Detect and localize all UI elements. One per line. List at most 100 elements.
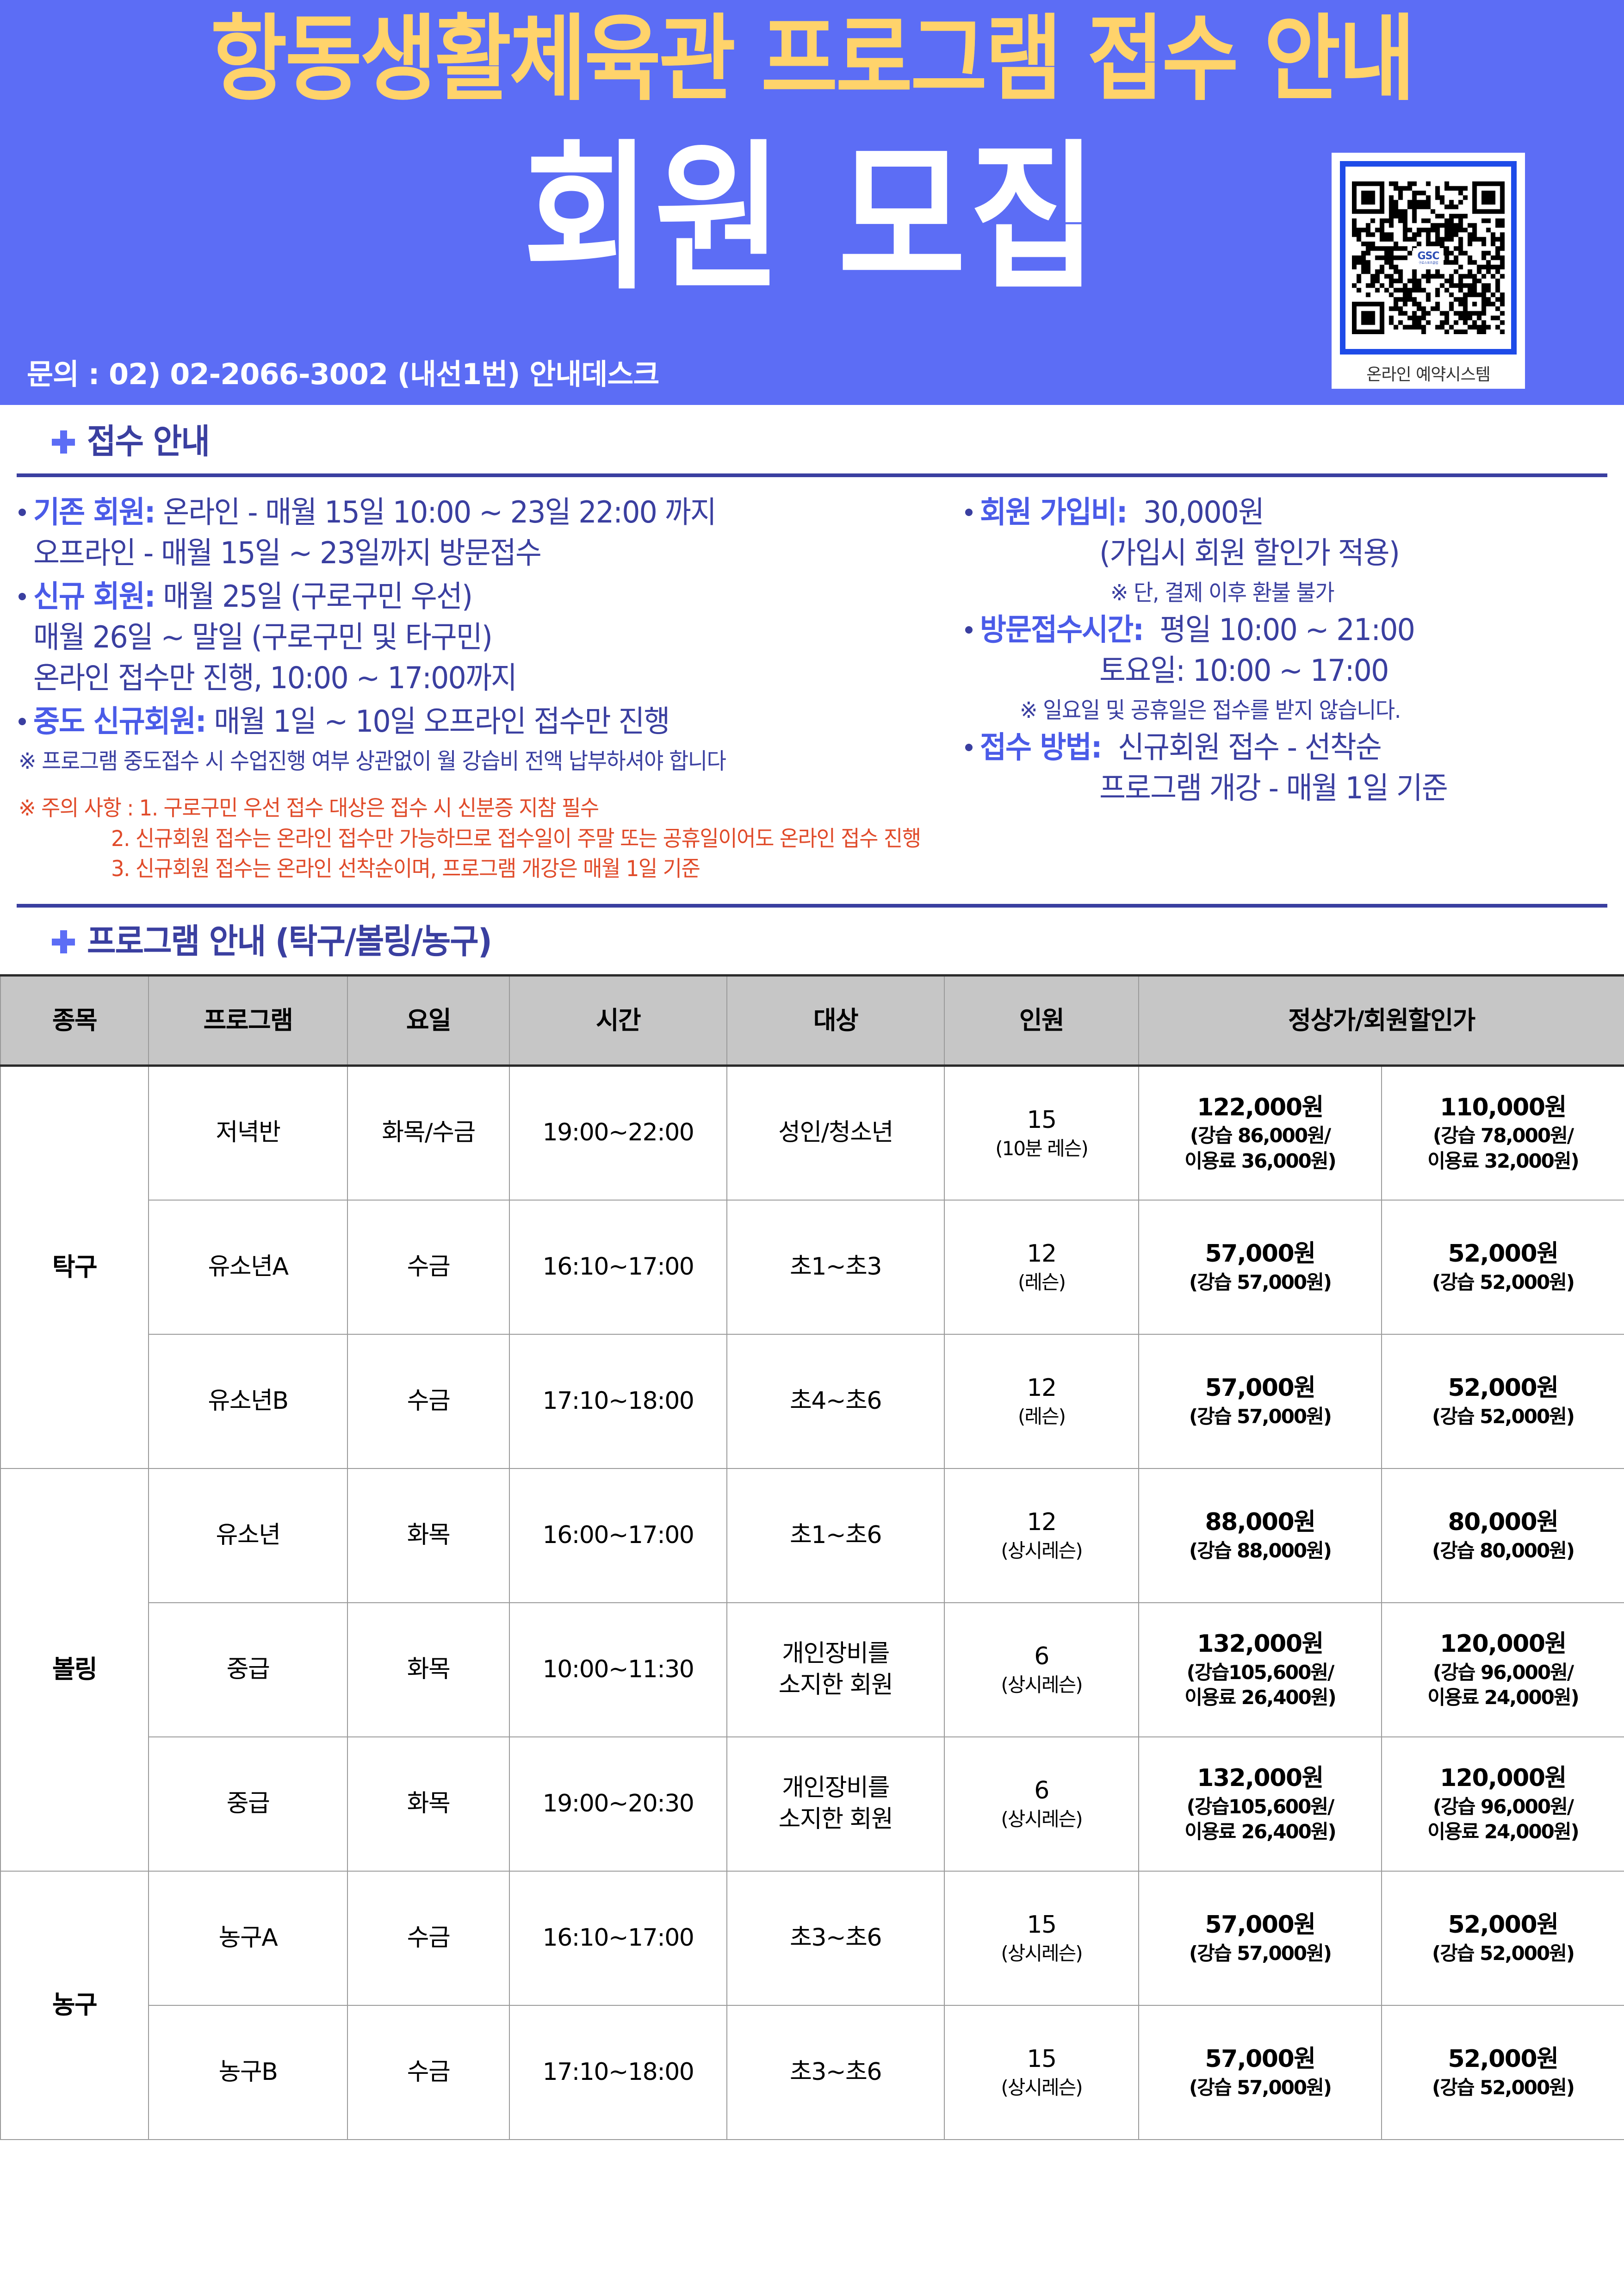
method-label: 접수 방법: bbox=[980, 729, 1103, 765]
cell-price-normal: 57,000원 (강습 57,000원) bbox=[1138, 1333, 1382, 1469]
warning-line-2: 2. 신규회원 접수는 온라인 접수만 가능하므로 접수일이 주말 또는 공휴일… bbox=[111, 825, 921, 851]
midterm-member-line-1: 매월 1일 ~ 10일 오프라인 접수만 진행 bbox=[214, 703, 670, 739]
cell-time: 19:00~20:30 bbox=[509, 1736, 727, 1872]
cell-day: 화목 bbox=[347, 1468, 510, 1603]
cell-capacity: 12 (상시레슨) bbox=[944, 1468, 1139, 1603]
cell-program: 유소년A bbox=[148, 1199, 348, 1335]
visit-hours-saturday: 토요일: 10:00 ~ 17:00 bbox=[1099, 653, 1389, 688]
membership-fee-label: 회원 가입비: bbox=[980, 494, 1128, 530]
membership-refund-note: ※ 단, 결제 이후 환불 불가 bbox=[1110, 579, 1335, 606]
qr-frame: GSC 구로스포츠클럽 bbox=[1340, 161, 1517, 355]
cell-capacity: 12 (레슨) bbox=[944, 1199, 1139, 1335]
reception-item-new-member: 신규 회원: 매월 25일 (구로구민 우선) 매월 26일 ~ 말일 (구로구… bbox=[19, 576, 944, 698]
col-header-price: 정상가/회원할인가 bbox=[1138, 974, 1624, 1067]
bullet-icon bbox=[19, 509, 26, 516]
cell-price-member: 52,000원 (강습 52,000원) bbox=[1381, 2004, 1624, 2140]
table-row: 중급 화목 10:00~11:30 개인장비를 소지한 회원 6 (상시레슨) 132,000… bbox=[0, 1602, 1624, 1737]
cell-day: 수금 bbox=[347, 2004, 510, 2140]
warning-line-1: ※ 주의 사항 : 1. 구로구민 우선 접수 대상은 접수 시 신분증 지참 … bbox=[19, 795, 599, 821]
cell-program: 농구A bbox=[148, 1870, 348, 2006]
cell-capacity: 15 (상시레슨) bbox=[944, 1870, 1139, 2006]
warning-block: ※ 주의 사항 : 1. 구로구민 우선 접수 대상은 접수 시 신분증 지참 … bbox=[19, 793, 944, 884]
cell-time: 10:00~11:30 bbox=[509, 1602, 727, 1737]
divider-bottom bbox=[17, 904, 1607, 908]
cell-price-normal: 57,000원 (강습 57,000원) bbox=[1138, 1199, 1382, 1335]
contact-line: 문의 : 02) 02-2066-3002 (내선1번) 안내데스크 bbox=[27, 357, 659, 391]
program-table-head: 종목 프로그램 요일 시간 대상 인원 정상가/회원할인가 bbox=[0, 974, 1624, 1067]
divider-top bbox=[17, 473, 1607, 477]
new-member-line-3: 온라인 접수만 진행, 10:00 ~ 17:00까지 bbox=[33, 660, 517, 696]
cell-capacity: 15 (10분 레슨) bbox=[944, 1065, 1139, 1201]
cell-price-normal: 57,000원 (강습 57,000원) bbox=[1138, 1870, 1382, 2006]
warning-line-3: 3. 신규회원 접수는 온라인 선착순이며, 프로그램 개강은 매월 1일 기준 bbox=[111, 855, 700, 882]
cell-program: 유소년 bbox=[148, 1468, 348, 1603]
reception-left-column: 기존 회원: 온라인 - 매월 15일 10:00 ~ 23일 22:00 까지… bbox=[19, 489, 944, 884]
cell-price-member: 110,000원 (강습 78,000원/이용료 32,000원) bbox=[1381, 1065, 1624, 1201]
cell-sport: 농구 bbox=[0, 1870, 149, 2140]
reception-section: 접수 안내 기존 회원: 온라인 - 매월 15일 10:00 ~ 23일 22… bbox=[0, 422, 1624, 908]
cell-price-normal: 132,000원 (강습105,600원/이용료 26,400원) bbox=[1138, 1736, 1382, 1872]
bullet-icon bbox=[965, 744, 973, 752]
visit-hours-weekday: 평일 10:00 ~ 21:00 bbox=[1159, 612, 1415, 647]
col-header-day: 요일 bbox=[347, 974, 510, 1067]
reception-item-method: 접수 방법: 신규회원 접수 - 선착순 프로그램 개강 - 매월 1일 기준 bbox=[965, 727, 1605, 809]
program-heading-label: 프로그램 안내 (탁구/볼링/농구) bbox=[87, 921, 492, 962]
cell-capacity: 15 (상시레슨) bbox=[944, 2004, 1139, 2140]
table-row: 탁구 저녁반 화목/수금 19:00~22:00 성인/청소년 15 (10분 레슨) 122… bbox=[0, 1065, 1624, 1469]
new-member-label: 신규 회원: bbox=[33, 579, 156, 614]
cell-price-member: 120,000원 (강습 96,000원/이용료 24,000원) bbox=[1381, 1602, 1624, 1737]
cell-price-member: 52,000원 (강습 52,000원) bbox=[1381, 1333, 1624, 1469]
cell-day: 화목 bbox=[347, 1736, 510, 1872]
cell-price-normal: 122,000원 (강습 86,000원/이용료 36,000원) bbox=[1138, 1065, 1382, 1201]
midterm-payment-note: ※ 프로그램 중도접수 시 수업진행 여부 상관없이 월 강습비 전액 납부하셔… bbox=[19, 747, 726, 774]
cell-sport: 볼링 bbox=[0, 1468, 149, 1872]
cell-price-normal: 132,000원 (강습105,600원/이용료 26,400원) bbox=[1138, 1602, 1382, 1737]
plus-icon bbox=[52, 930, 75, 954]
qr-panel[interactable]: GSC 구로스포츠클럽 온라인 예약시스템 bbox=[1332, 153, 1525, 389]
reception-item-midterm-member: 중도 신규회원: 매월 1일 ~ 10일 오프라인 접수만 진행 bbox=[19, 701, 944, 742]
cell-time: 16:10~17:00 bbox=[509, 1199, 727, 1335]
reception-heading-label: 접수 안내 bbox=[87, 422, 210, 462]
cell-time: 17:10~18:00 bbox=[509, 1333, 727, 1469]
cell-program: 중급 bbox=[148, 1736, 348, 1872]
cell-program: 농구B bbox=[148, 2004, 348, 2140]
cell-price-member: 120,000원 (강습 96,000원/이용료 24,000원) bbox=[1381, 1736, 1624, 1872]
cell-price-member: 52,000원 (강습 52,000원) bbox=[1381, 1870, 1624, 2006]
cell-target: 초1~초6 bbox=[726, 1468, 945, 1603]
visit-hours-label: 방문접수시간: bbox=[980, 612, 1144, 647]
cell-program: 유소년B bbox=[148, 1333, 348, 1469]
table-header-row: 종목 프로그램 요일 시간 대상 인원 정상가/회원할인가 bbox=[0, 974, 1624, 1067]
hero-banner: 항동생활체육관 프로그램 접수 안내 회원 모집 문의 : 02) 02-206… bbox=[0, 0, 1624, 405]
cell-day: 수금 bbox=[347, 1199, 510, 1335]
cell-target: 초4~초6 bbox=[726, 1333, 945, 1469]
reception-columns: 기존 회원: 온라인 - 매월 15일 10:00 ~ 23일 22:00 까지… bbox=[0, 477, 1624, 884]
bullet-icon bbox=[965, 509, 973, 516]
cell-capacity: 6 (상시레슨) bbox=[944, 1602, 1139, 1737]
page-subtitle: 회원 모집 bbox=[523, 125, 1101, 311]
col-header-sport: 종목 bbox=[0, 974, 149, 1067]
table-row: 유소년A 수금 16:10~17:00 초1~초3 12 (레슨) 57,000원 (강습 5… bbox=[0, 1199, 1624, 1335]
col-header-time: 시간 bbox=[509, 974, 727, 1067]
new-member-line-2: 매월 26일 ~ 말일 (구로구민 및 타구민) bbox=[33, 619, 493, 655]
reception-item-existing-member: 기존 회원: 온라인 - 매월 15일 10:00 ~ 23일 22:00 까지… bbox=[19, 492, 944, 573]
existing-member-line-2: 오프라인 - 매월 15일 ~ 23일까지 방문접수 bbox=[33, 535, 542, 571]
col-header-program: 프로그램 bbox=[148, 974, 348, 1067]
bullet-icon bbox=[965, 626, 973, 634]
cell-time: 16:10~17:00 bbox=[509, 1870, 727, 2006]
gsc-logo-text: GSC bbox=[1417, 250, 1439, 262]
program-section: 프로그램 안내 (탁구/볼링/농구) 종목 프로그램 요일 시간 대상 인원 정… bbox=[0, 921, 1624, 2140]
reception-item-visit-hours: 방문접수시간: 평일 10:00 ~ 21:00 토요일: 10:00 ~ 17… bbox=[965, 610, 1605, 724]
cell-day: 수금 bbox=[347, 1870, 510, 2006]
cell-target: 초3~초6 bbox=[726, 1870, 945, 2006]
cell-target: 초3~초6 bbox=[726, 2004, 945, 2140]
table-row: 중급 화목 19:00~20:30 개인장비를 소지한 회원 6 (상시레슨) 132,000… bbox=[0, 1736, 1624, 1872]
visit-hours-closed-note: ※ 일요일 및 공휴일은 접수를 받지 않습니다. bbox=[1020, 697, 1401, 723]
existing-member-label: 기존 회원: bbox=[33, 494, 156, 530]
cell-target: 성인/청소년 bbox=[726, 1065, 945, 1201]
cell-price-normal: 57,000원 (강습 57,000원) bbox=[1138, 2004, 1382, 2140]
cell-price-normal: 88,000원 (강습 88,000원) bbox=[1138, 1468, 1382, 1603]
method-line-1: 신규회원 접수 - 선착순 bbox=[1117, 729, 1382, 765]
cell-time: 17:10~18:00 bbox=[509, 2004, 727, 2140]
reception-right-column: 회원 가입비: 30,000원 (가입시 회원 할인가 적용) ※ 단, 결제 … bbox=[944, 489, 1605, 884]
qr-code[interactable]: GSC 구로스포츠클럽 bbox=[1345, 167, 1511, 349]
